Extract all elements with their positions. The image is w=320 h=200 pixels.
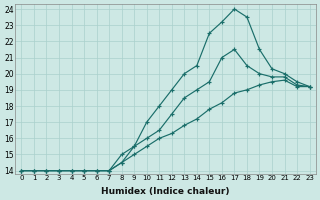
X-axis label: Humidex (Indice chaleur): Humidex (Indice chaleur) xyxy=(101,187,230,196)
